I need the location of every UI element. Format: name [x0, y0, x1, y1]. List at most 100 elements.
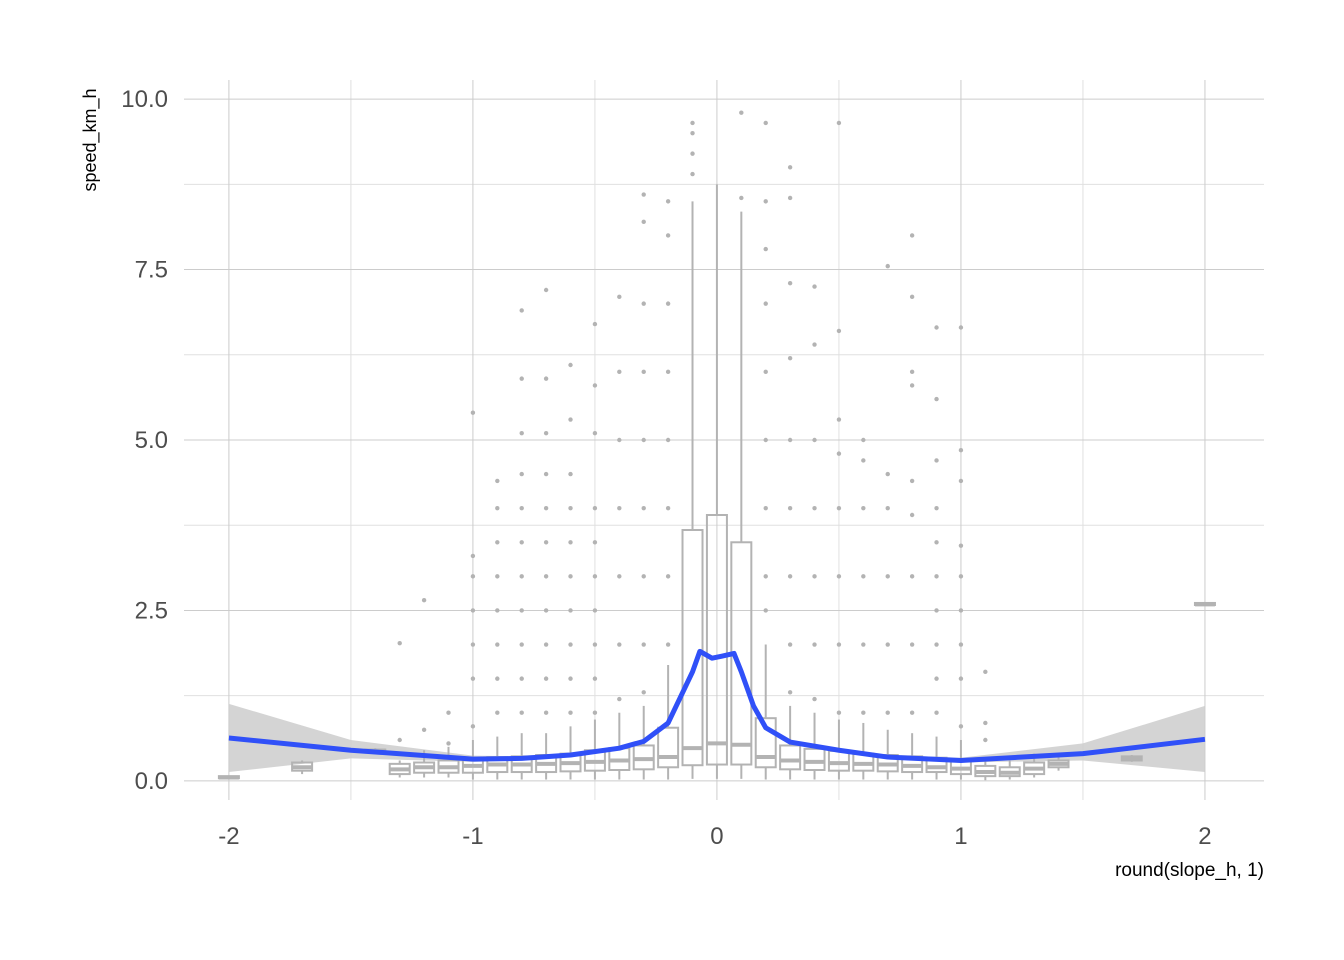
outlier	[787, 505, 793, 511]
outlier	[519, 471, 524, 477]
y-tick-label: 0.0	[135, 768, 168, 795]
outlier	[641, 642, 646, 647]
outlier	[641, 574, 646, 579]
outlier	[641, 437, 646, 443]
outlier	[861, 505, 866, 511]
confidence-ribbon	[228, 649, 1205, 773]
outlier	[519, 430, 524, 436]
outlier	[958, 325, 964, 330]
outlier	[592, 642, 598, 647]
outlier	[665, 369, 671, 375]
outlier	[836, 417, 842, 422]
outlier	[934, 642, 939, 647]
outlier	[617, 505, 622, 511]
outlier	[641, 690, 646, 695]
outlier	[592, 608, 598, 613]
outlier	[470, 410, 476, 415]
outlier	[519, 540, 524, 545]
x-axis-title: round(slope_h, 1)	[1115, 860, 1264, 881]
outlier	[592, 383, 598, 388]
outlier	[763, 437, 768, 443]
outlier	[958, 448, 964, 453]
outlier	[787, 355, 793, 361]
outlier	[763, 369, 768, 375]
outlier	[885, 471, 890, 477]
outlier	[470, 553, 476, 559]
outlier	[983, 720, 988, 726]
outlier	[958, 574, 964, 579]
outlier	[787, 195, 793, 201]
outlier	[787, 437, 793, 443]
outlier	[812, 642, 817, 647]
outlier	[495, 710, 500, 715]
outlier	[787, 574, 793, 579]
outlier	[787, 280, 793, 286]
outlier	[421, 727, 427, 732]
outlier	[885, 710, 890, 715]
outlier	[690, 130, 695, 136]
outlier	[617, 642, 622, 647]
box	[779, 744, 802, 771]
outlier	[495, 608, 500, 613]
outlier	[543, 376, 549, 381]
outlier	[934, 540, 939, 545]
outlier	[665, 199, 671, 204]
outlier	[690, 171, 695, 177]
outlier	[836, 328, 842, 334]
outlier	[446, 741, 451, 746]
outlier	[519, 376, 524, 381]
outlier	[665, 301, 671, 306]
outlier	[934, 710, 939, 715]
outlier	[543, 287, 549, 293]
outlier	[958, 724, 964, 729]
outlier	[592, 710, 598, 715]
outlier	[519, 642, 524, 647]
outlier	[543, 710, 549, 715]
outlier	[909, 383, 915, 388]
outlier	[861, 642, 866, 647]
outlier	[617, 369, 622, 375]
box	[657, 726, 680, 769]
outlier	[568, 710, 573, 715]
outlier	[836, 642, 842, 647]
outlier	[519, 574, 524, 579]
outlier	[470, 642, 476, 647]
outlier	[861, 710, 866, 715]
outlier	[909, 369, 915, 375]
outlier	[543, 505, 549, 511]
outlier	[885, 505, 890, 511]
outlier	[812, 437, 817, 443]
outlier	[617, 696, 622, 702]
y-tick-label: 7.5	[135, 257, 168, 284]
outlier	[739, 110, 744, 115]
outlier	[934, 396, 939, 402]
x-tick-label: -1	[462, 823, 483, 850]
outlier	[861, 574, 866, 579]
outlier	[592, 540, 598, 545]
outlier	[861, 437, 866, 443]
outlier	[543, 430, 549, 436]
outlier	[983, 669, 988, 675]
outlier	[958, 642, 964, 647]
x-tick-label: -2	[218, 823, 239, 850]
outlier	[543, 608, 549, 613]
outlier	[568, 574, 573, 579]
box	[705, 514, 728, 766]
outlier	[592, 676, 598, 681]
outlier	[543, 574, 549, 579]
outlier	[617, 294, 622, 300]
outlier	[836, 505, 842, 511]
outlier	[495, 574, 500, 579]
outlier	[958, 676, 964, 681]
outlier	[617, 574, 622, 579]
outlier	[763, 505, 768, 511]
outlier	[909, 642, 915, 647]
smooth-line	[228, 648, 1206, 763]
box	[754, 717, 777, 769]
outlier	[665, 233, 671, 238]
outlier	[665, 574, 671, 579]
outlier	[885, 642, 890, 647]
y-tick-label: 10.0	[121, 86, 168, 113]
y-tick-label: 2.5	[135, 597, 168, 624]
